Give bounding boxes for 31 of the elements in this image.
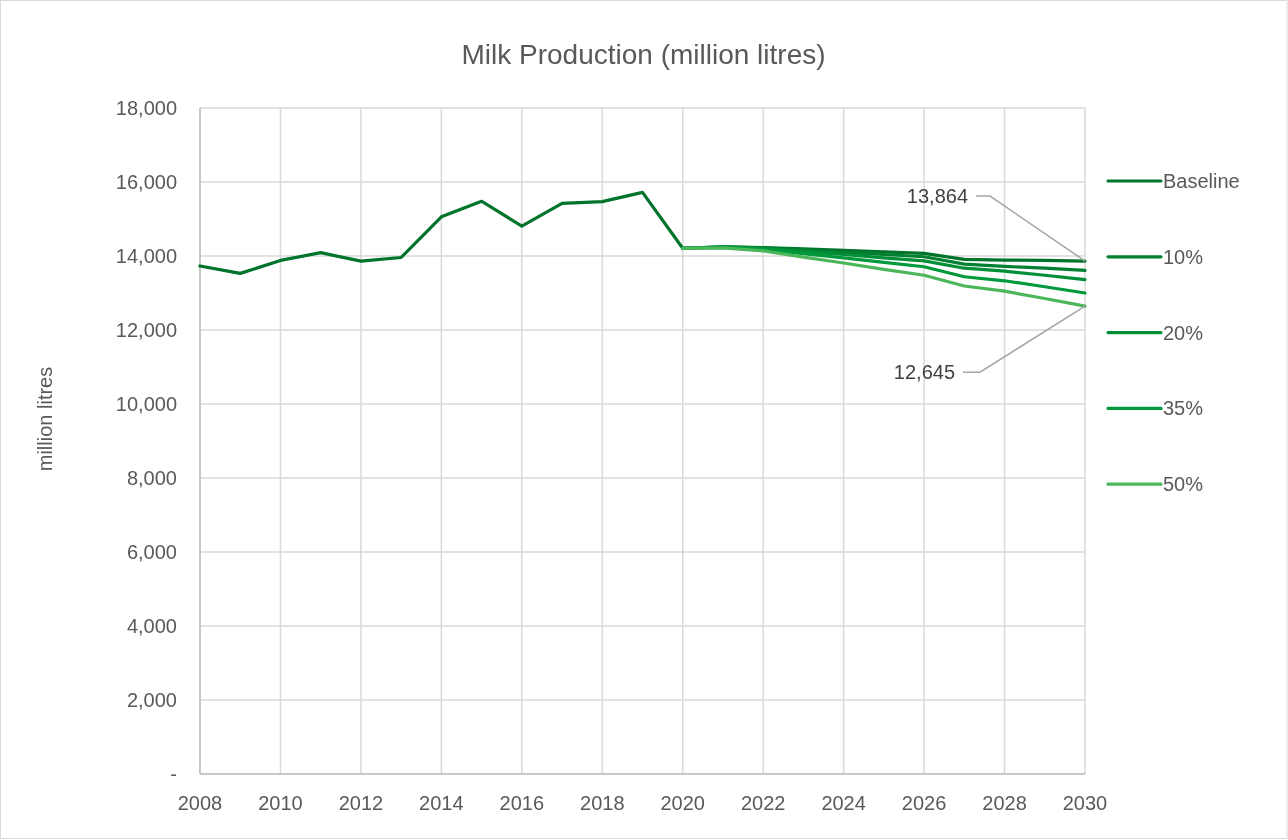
x-tick-label: 2024 — [821, 792, 866, 814]
y-tick-label: 10,000 — [115, 393, 177, 415]
x-tick-label: 2014 — [419, 792, 464, 814]
x-tick-label: 2016 — [499, 792, 545, 814]
x-tick-label: 2030 — [1062, 792, 1108, 814]
y-tick-label: 16,000 — [115, 171, 177, 193]
y-tick-label: 2,000 — [126, 689, 177, 711]
annotation: 12,645 — [893, 361, 955, 384]
y-tick-label: 8,000 — [126, 467, 177, 489]
legend-label: 20% — [1163, 321, 1204, 344]
y-tick-label: 6,000 — [126, 541, 177, 563]
y-tick-label: 4,000 — [126, 615, 177, 637]
legend-label: 35% — [1163, 397, 1204, 420]
x-tick-label: 2010 — [258, 792, 303, 814]
x-tick-label: 2020 — [660, 792, 705, 814]
x-tick-label: 2028 — [982, 792, 1027, 814]
y-tick-label: 18,000 — [115, 97, 177, 119]
x-tick-label: 2022 — [740, 792, 786, 814]
chart-title: Milk Production (million litres) — [461, 39, 826, 70]
x-tick-label: 2026 — [901, 792, 947, 814]
legend-label: 10% — [1163, 245, 1204, 268]
x-tick-label: 2008 — [177, 792, 223, 814]
y-tick-label: 14,000 — [115, 245, 177, 267]
x-tick-label: 2012 — [338, 792, 384, 814]
legend-label: Baseline — [1163, 170, 1240, 192]
annotation: 13,864 — [906, 185, 968, 208]
legend-label: 50% — [1163, 473, 1204, 496]
y-axis-title: million litres — [34, 366, 56, 472]
y-tick-label: 12,000 — [115, 319, 177, 341]
x-tick-label: 2018 — [580, 792, 625, 814]
y-tick-label: - — [170, 763, 177, 785]
